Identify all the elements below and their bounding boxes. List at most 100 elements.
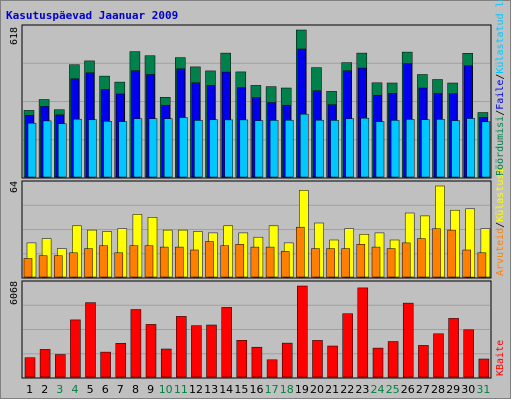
- bar-top-külastatud-lehti-day-23: [360, 117, 370, 178]
- x-tick-day-28: 28: [431, 383, 445, 396]
- bar-middle-arvuteid-day-5: [84, 248, 93, 278]
- bar-middle-arvuteid-day-12: [190, 249, 199, 278]
- x-tick-day-31: 31: [476, 383, 490, 396]
- bar-bottom-kbaite-day-16: [251, 346, 263, 378]
- bar-middle-arvuteid-day-6: [99, 245, 108, 278]
- bar-middle-arvuteid-day-22: [341, 248, 350, 278]
- bar-middle-arvuteid-day-11: [175, 246, 184, 278]
- x-tick-day-7: 7: [117, 383, 124, 396]
- bar-top-külastatud-lehti-day-17: [269, 120, 279, 178]
- bar-top-külastatud-lehti-day-20: [315, 119, 324, 178]
- bar-top-külastatud-lehti-day-11: [179, 117, 188, 178]
- bar-bottom-kbaite-day-8: [130, 309, 142, 378]
- bar-bottom-kbaite-day-1: [24, 357, 36, 378]
- bar-bottom-kbaite-day-21: [327, 345, 338, 378]
- bar-middle-arvuteid-day-21: [326, 248, 335, 278]
- bar-middle-arvuteid-day-24: [371, 246, 381, 278]
- bar-bottom-kbaite-day-27: [418, 345, 429, 378]
- bar-middle-arvuteid-day-1: [23, 258, 33, 278]
- bar-middle-arvuteid-day-14: [220, 245, 229, 278]
- x-tick-day-14: 14: [219, 383, 233, 396]
- x-tick-day-27: 27: [416, 383, 430, 396]
- x-tick-day-18: 18: [280, 383, 294, 396]
- legend-top-text: Pöördumisi/Faile/Külastatud lehti: [495, 0, 506, 176]
- bar-top-külastatud-lehti-day-10: [163, 118, 173, 178]
- bar-bottom-kbaite-day-2: [39, 349, 51, 378]
- bar-middle-arvuteid-day-7: [114, 252, 124, 278]
- bar-middle-arvuteid-day-31: [477, 252, 487, 278]
- legend-top-item-3: /: [495, 74, 506, 80]
- bar-top-külastatud-lehti-day-16: [254, 120, 264, 178]
- bar-middle-arvuteid-day-20: [311, 248, 320, 278]
- x-tick-day-23: 23: [355, 383, 369, 396]
- bar-bottom-kbaite-day-25: [387, 341, 399, 378]
- bar-top-külastatud-lehti-day-29: [451, 120, 460, 178]
- legend-middle-item-1: /: [495, 222, 506, 228]
- x-tick-day-8: 8: [132, 383, 139, 396]
- bar-bottom-kbaite-day-22: [342, 313, 353, 378]
- bar-bottom-kbaite-day-3: [55, 354, 66, 378]
- legend-top-item-1: /: [495, 110, 506, 116]
- bar-bottom-kbaite-day-29: [448, 318, 459, 378]
- bar-bottom-kbaite-day-30: [463, 329, 474, 378]
- bar-middle-arvuteid-day-18: [280, 251, 290, 278]
- bar-top-külastatud-lehti-day-26: [405, 119, 415, 178]
- bar-top-külastatud-lehti-day-4: [73, 118, 82, 178]
- bar-top-külastatud-lehti-day-3: [58, 123, 67, 178]
- bar-middle-arvuteid-day-17: [265, 246, 275, 278]
- bar-top-külastatud-lehti-day-27: [421, 119, 430, 178]
- bar-middle-arvuteid-day-29: [447, 229, 456, 278]
- bar-top-külastatud-lehti-day-8: [133, 118, 143, 178]
- x-tick-day-13: 13: [204, 383, 218, 396]
- bar-top-külastatud-lehti-day-14: [224, 119, 233, 178]
- bar-top-külastatud-lehti-day-24: [375, 121, 385, 178]
- chart-title: Kasutuspäevad Jaanuar 2009: [6, 9, 178, 22]
- bar-middle-arvuteid-day-25: [386, 248, 396, 278]
- bar-bottom-kbaite-day-5: [85, 302, 96, 378]
- panel-middle-max-label: 64: [9, 181, 20, 193]
- x-tick-day-2: 2: [41, 383, 48, 396]
- bar-bottom-kbaite-day-24: [372, 347, 384, 378]
- bar-bottom-kbaite-day-11: [176, 316, 187, 378]
- bar-middle-arvuteid-day-27: [417, 238, 426, 278]
- x-tick-day-25: 25: [386, 383, 400, 396]
- bar-bottom-kbaite-day-26: [402, 302, 414, 378]
- legend-top-item-4: Külastatud lehti: [495, 0, 506, 74]
- x-tick-day-16: 16: [250, 383, 264, 396]
- bar-top-külastatud-lehti-day-7: [118, 121, 128, 178]
- panel-top-max-label: 618: [9, 27, 20, 45]
- bar-bottom-kbaite-day-23: [357, 287, 369, 378]
- bars-layer: [23, 29, 491, 378]
- x-tick-day-21: 21: [325, 383, 339, 396]
- bar-middle-arvuteid-day-28: [432, 228, 441, 278]
- bar-bottom-kbaite-day-6: [100, 351, 111, 378]
- bar-top-külastatud-lehti-day-13: [209, 119, 218, 178]
- bar-top-külastatud-lehti-day-31: [481, 121, 491, 178]
- x-tick-day-24: 24: [371, 383, 385, 396]
- x-tick-day-30: 30: [461, 383, 475, 396]
- legend-middle-item-2: Külastusi: [495, 168, 506, 222]
- x-tick-day-6: 6: [102, 383, 109, 396]
- bar-middle-arvuteid-day-15: [235, 244, 245, 278]
- x-tick-day-4: 4: [72, 383, 79, 396]
- bar-bottom-kbaite-day-10: [160, 348, 172, 378]
- bar-middle-arvuteid-day-13: [205, 241, 214, 278]
- bar-bottom-kbaite-day-7: [115, 343, 127, 378]
- bar-top-külastatud-lehti-day-15: [239, 119, 249, 178]
- legend-bottom-item-0: KBaite: [495, 340, 506, 376]
- bar-top-külastatud-lehti-day-18: [284, 119, 294, 178]
- legend-middle-text: Arvuteid/Külastusi: [495, 168, 506, 276]
- bar-middle-arvuteid-day-3: [54, 255, 63, 278]
- x-tick-day-10: 10: [159, 383, 173, 396]
- bar-top-külastatud-lehti-day-25: [390, 120, 400, 178]
- bar-top-külastatud-lehti-day-22: [345, 118, 354, 178]
- x-tick-day-17: 17: [265, 383, 279, 396]
- bar-bottom-kbaite-day-15: [236, 340, 248, 378]
- bar-bottom-kbaite-day-28: [433, 333, 444, 378]
- bar-top-külastatud-lehti-day-28: [436, 119, 445, 178]
- bar-middle-arvuteid-day-26: [401, 242, 411, 278]
- x-axis-day-labels: 1 2 3 4 5 6 7 8 9 10 11 12 13 14 15 16 17 18 19 20 21 22 23 24 2…: [26, 383, 490, 396]
- bar-middle-arvuteid-day-23: [356, 244, 366, 278]
- x-tick-day-20: 20: [310, 383, 324, 396]
